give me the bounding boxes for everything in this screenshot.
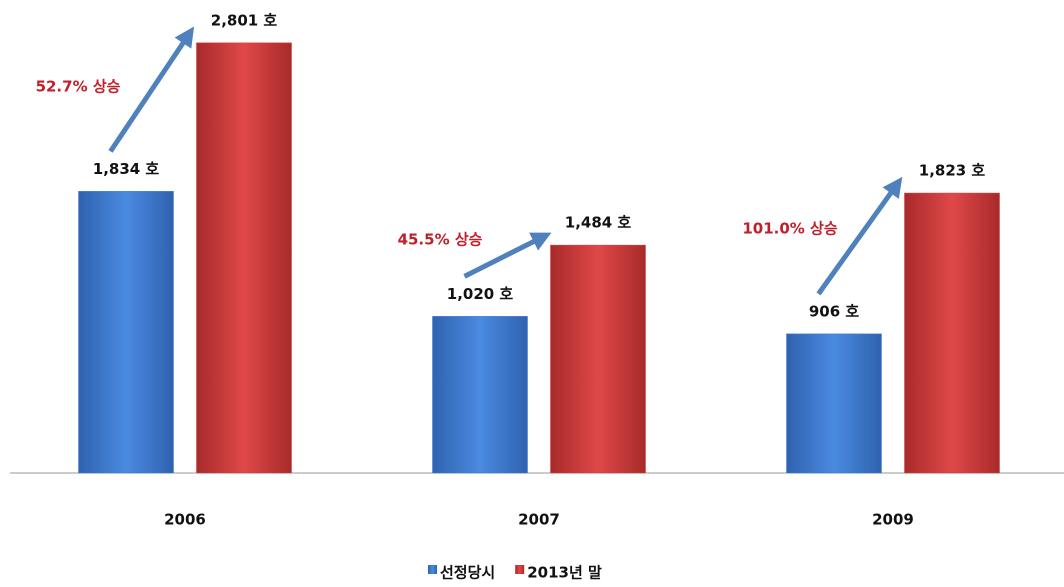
x-tick-label: 2007 — [518, 511, 560, 529]
data-label: 1,484 호 — [565, 214, 632, 232]
bar — [196, 42, 292, 474]
arrow — [108, 26, 195, 153]
bar — [550, 244, 646, 474]
bar — [432, 316, 528, 474]
x-tick-label: 2006 — [164, 511, 206, 529]
data-label: 1,834 호 — [93, 160, 160, 178]
arrow — [463, 232, 552, 279]
data-label: 2,801 호 — [211, 11, 278, 29]
legend-swatch — [515, 565, 525, 574]
data-label: 1,020 호 — [447, 285, 514, 303]
bar — [786, 333, 882, 474]
bar — [78, 191, 174, 474]
legend-swatch — [428, 565, 437, 574]
annotation: 101.0% 상승 — [742, 220, 837, 238]
annotation: 45.5% 상승 — [398, 231, 483, 249]
legend-label: 2013년 말 — [527, 564, 602, 582]
data-label: 906 호 — [809, 302, 860, 320]
arrow — [816, 176, 903, 296]
x-tick-label: 2009 — [872, 511, 914, 529]
legend-label: 선정당시 — [440, 564, 495, 582]
annotation: 52.7% 상승 — [36, 78, 121, 96]
bar — [904, 192, 1000, 474]
data-label: 1,823 호 — [919, 162, 986, 180]
